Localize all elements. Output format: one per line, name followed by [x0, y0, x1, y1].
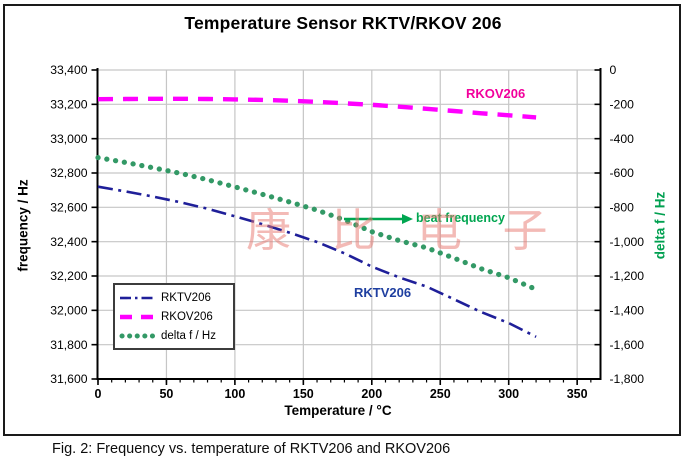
svg-text:-1,600: -1,600 [610, 338, 645, 352]
svg-text:32,800: 32,800 [50, 166, 87, 180]
y-axis-title-left: frequency / Hz [15, 179, 31, 272]
beat-frequency-arrow [344, 214, 413, 224]
svg-text:33,400: 33,400 [50, 63, 87, 77]
svg-text:31,800: 31,800 [50, 338, 87, 352]
series-delta-f-hz [95, 155, 539, 292]
svg-text:32,600: 32,600 [50, 201, 87, 215]
data-series [95, 96, 539, 338]
legend-label: RKTV206 [161, 291, 211, 304]
svg-text:-1,800: -1,800 [610, 372, 645, 386]
series-label-rktv206: RKTV206 [354, 285, 412, 300]
legend-label: delta f / Hz [161, 329, 216, 342]
chart-frame [3, 4, 681, 436]
y-axis-title-right: delta f / Hz [652, 191, 668, 260]
svg-text:-1,000: -1,000 [610, 235, 645, 249]
svg-text:-1,200: -1,200 [610, 269, 645, 283]
svg-text:32,400: 32,400 [50, 235, 87, 249]
svg-text:-400: -400 [610, 132, 635, 146]
svg-text:50: 50 [159, 387, 173, 401]
svg-text:-600: -600 [610, 166, 635, 180]
series-rktv206 [97, 185, 537, 338]
svg-text:300: 300 [498, 387, 519, 401]
legend-sample-dashed-line [120, 314, 156, 319]
x-axis-title: Temperature / °C [284, 403, 392, 418]
svg-text:33,200: 33,200 [50, 98, 87, 112]
legend-sample-dash-dot-line [120, 296, 156, 299]
chart-title: Temperature Sensor RKTV/RKOV 206 [184, 13, 502, 33]
legend: RKTV206 RKOV206 delta f / Hz [113, 283, 235, 350]
legend-label: RKOV206 [161, 310, 213, 323]
svg-text:150: 150 [293, 387, 314, 401]
svg-text:0: 0 [610, 63, 617, 77]
legend-sample-dotted-line [119, 333, 157, 338]
svg-text:-1,400: -1,400 [610, 304, 645, 318]
svg-text:250: 250 [430, 387, 451, 401]
svg-text:32,000: 32,000 [50, 304, 87, 318]
axes [91, 68, 602, 385]
svg-text:0: 0 [95, 387, 102, 401]
figure-caption: Fig. 2: Frequency vs. temperature of RKT… [52, 441, 451, 457]
svg-text:33,000: 33,000 [50, 132, 87, 146]
svg-text:-200: -200 [610, 98, 635, 112]
tick-labels: 33,400 33,200 33,000 32,800 32,600 32,400 32,2… [50, 63, 644, 401]
svg-text:32,200: 32,200 [50, 269, 87, 283]
svg-text:200: 200 [361, 387, 382, 401]
beat-frequency-annotation: beat frequency [416, 211, 505, 225]
svg-text:350: 350 [567, 387, 588, 401]
legend-item-delta-f: delta f / Hz [119, 330, 229, 342]
legend-item-rkov206: RKOV206 [119, 311, 229, 323]
series-rkov206 [97, 96, 537, 120]
svg-text:-800: -800 [610, 201, 635, 215]
svg-text:31,600: 31,600 [50, 372, 87, 386]
svg-text:100: 100 [224, 387, 245, 401]
legend-item-rktv206: RKTV206 [119, 292, 229, 304]
series-label-rkov206: RKOV206 [466, 86, 526, 101]
